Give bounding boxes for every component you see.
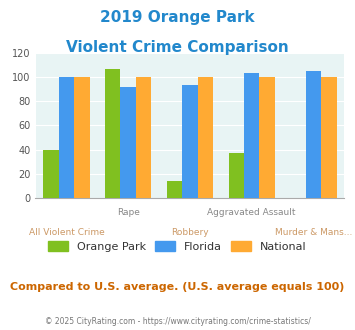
- Bar: [198, 77, 213, 198]
- Bar: [74, 77, 89, 198]
- Text: © 2025 CityRating.com - https://www.cityrating.com/crime-statistics/: © 2025 CityRating.com - https://www.city…: [45, 317, 310, 326]
- Bar: [120, 87, 136, 198]
- Bar: [59, 77, 74, 198]
- Bar: [244, 73, 260, 198]
- Text: Rape: Rape: [117, 208, 140, 217]
- Text: Aggravated Assault: Aggravated Assault: [207, 208, 296, 217]
- Text: Robbery: Robbery: [171, 228, 209, 237]
- Text: 2019 Orange Park: 2019 Orange Park: [100, 10, 255, 25]
- Bar: [229, 153, 244, 198]
- Text: Compared to U.S. average. (U.S. average equals 100): Compared to U.S. average. (U.S. average …: [10, 282, 345, 292]
- Text: Violent Crime Comparison: Violent Crime Comparison: [66, 40, 289, 54]
- Bar: [182, 85, 198, 198]
- Bar: [321, 77, 337, 198]
- Text: All Violent Crime: All Violent Crime: [28, 228, 104, 237]
- Bar: [105, 69, 120, 198]
- Bar: [167, 181, 182, 198]
- Legend: Orange Park, Florida, National: Orange Park, Florida, National: [48, 241, 307, 252]
- Bar: [43, 149, 59, 198]
- Text: Murder & Mans...: Murder & Mans...: [275, 228, 352, 237]
- Bar: [306, 71, 321, 198]
- Bar: [136, 77, 151, 198]
- Bar: [260, 77, 275, 198]
